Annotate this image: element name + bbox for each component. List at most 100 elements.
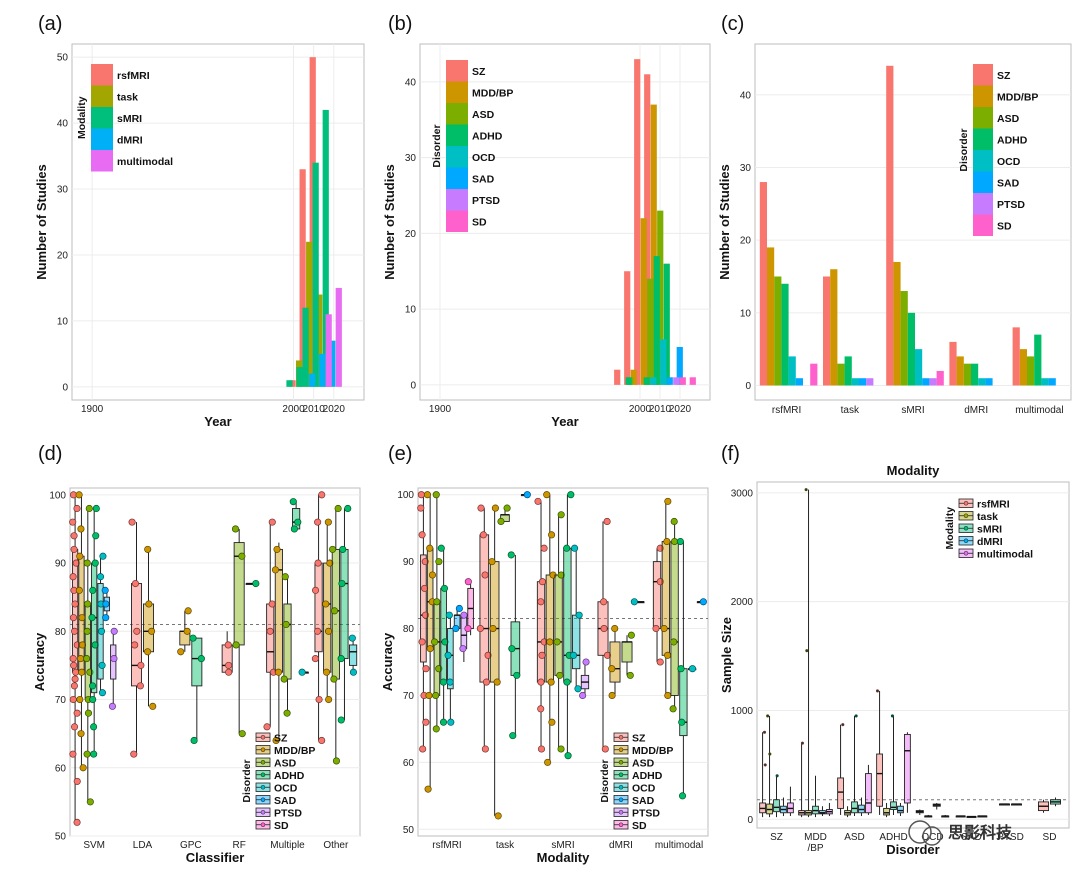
data-point [627, 631, 635, 639]
bar [929, 378, 937, 386]
legend-swatch-point [618, 785, 624, 790]
data-point [440, 584, 449, 592]
panel-a: (a) 0 10 20 30 40 50 Number of Studies Year 1900 2… [34, 13, 365, 429]
data-point [482, 678, 490, 686]
data-point [611, 624, 619, 633]
box [904, 733, 911, 804]
data-point [102, 614, 110, 622]
data-point [669, 705, 677, 713]
legend-label: SZ [472, 66, 486, 78]
data-point [579, 691, 587, 700]
data-point [283, 709, 291, 717]
bar [286, 380, 293, 387]
legend-label: ADHD [472, 130, 503, 142]
legend-swatch-point [260, 810, 266, 815]
legend-label: task [977, 511, 998, 523]
y-tick-label: 70 [403, 691, 415, 702]
legend-swatch-point [618, 760, 624, 765]
data-point [225, 668, 233, 676]
data-point [563, 678, 571, 686]
data-point [491, 504, 499, 512]
data-point [272, 736, 280, 745]
x-tick-label: 2010 [303, 404, 326, 415]
panel-label: (f) [721, 443, 740, 465]
legend: Modality rsfMRI task sMRI dMRI multimodal [76, 64, 173, 172]
x-axis-title: Disorder [886, 842, 939, 857]
legend: Disorder SZ MDD/BP ASD ADHD OCD SAD PTSD SD [958, 64, 1038, 236]
data-point [677, 665, 685, 673]
x-tick-label: Other [323, 840, 349, 851]
legend-swatch [91, 64, 113, 86]
bar [335, 287, 342, 387]
data-point [630, 598, 638, 606]
data-point [89, 682, 97, 690]
data-point [537, 598, 545, 606]
data-point [766, 714, 770, 718]
legend-label: MDD/BP [274, 745, 315, 757]
data-point [805, 649, 809, 653]
bar [893, 261, 901, 386]
bar [319, 353, 326, 387]
x-tick-label: 2010 [649, 404, 672, 415]
data-point [464, 624, 472, 633]
x-tick-label: RF [232, 840, 245, 851]
data-point [69, 655, 77, 663]
x-tick-label: SD [1043, 832, 1057, 843]
data-point [79, 764, 87, 772]
bar [1048, 378, 1056, 386]
bar [299, 169, 306, 387]
box [420, 554, 427, 663]
data-point [503, 504, 511, 512]
legend-label: PTSD [997, 199, 1025, 211]
x-tick-label: ADHD [879, 832, 907, 843]
legend-swatch [446, 189, 468, 211]
data-point [78, 668, 86, 676]
data-point [493, 678, 501, 686]
y-tick-label: 60 [403, 758, 415, 769]
legend-swatch-point [260, 822, 266, 827]
data-point [699, 598, 707, 606]
data-point [426, 645, 434, 653]
legend-label: task [117, 91, 138, 103]
data-point [854, 714, 858, 718]
bar [971, 363, 979, 386]
legend-swatch [446, 210, 468, 232]
data-point [83, 750, 91, 758]
bar [624, 271, 631, 385]
data-point [70, 682, 78, 690]
data-point [337, 655, 345, 663]
bar [844, 356, 852, 386]
bar [759, 182, 767, 386]
data-point [477, 504, 485, 512]
data-point [426, 544, 434, 552]
data-point [571, 544, 579, 552]
x-tick-label: dMRI [609, 840, 633, 851]
data-point [225, 661, 233, 669]
data-point [548, 531, 556, 539]
data-point [298, 668, 306, 676]
y-tick-label: 100 [49, 490, 66, 501]
bar [851, 378, 859, 386]
y-tick-label: 60 [55, 763, 67, 774]
data-point [75, 586, 83, 594]
legend-label: sMRI [117, 113, 142, 125]
data-point [77, 730, 85, 738]
box [460, 614, 468, 650]
data-point [670, 517, 678, 526]
legend-title: Modality [76, 96, 88, 139]
data-point [431, 638, 439, 646]
data-point [73, 818, 81, 826]
box [572, 614, 581, 670]
legend-swatch [973, 107, 993, 129]
box [314, 562, 323, 653]
legend-swatch-point [963, 551, 969, 556]
data-point [76, 695, 84, 704]
data-point [513, 671, 521, 679]
data-point [268, 518, 276, 526]
data-point [238, 552, 246, 560]
data-point [108, 702, 116, 710]
data-point [96, 573, 105, 581]
data-point [318, 491, 326, 499]
data-point [575, 611, 583, 619]
data-point [99, 552, 107, 560]
